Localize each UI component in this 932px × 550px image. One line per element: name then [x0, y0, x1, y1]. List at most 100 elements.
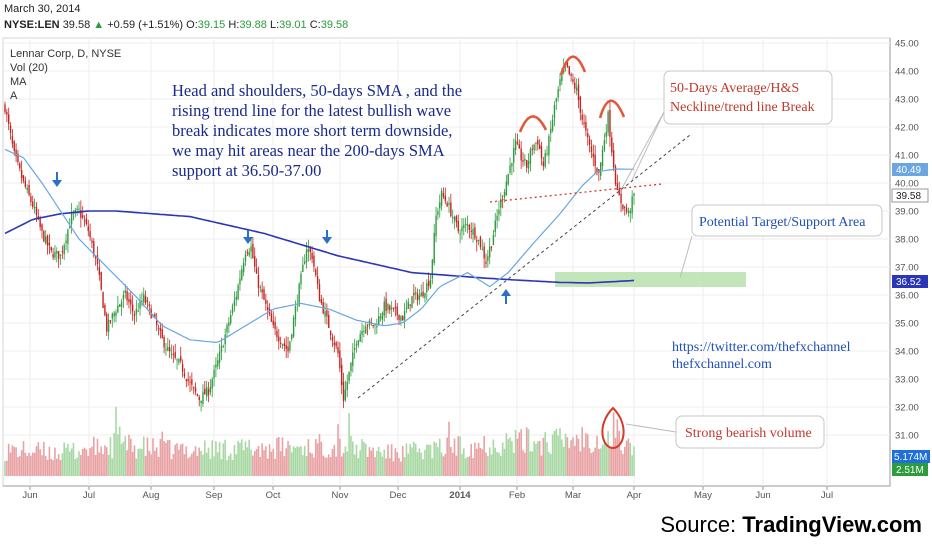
volume-bar: [311, 453, 313, 476]
volume-bar: [163, 441, 165, 476]
candle-body: [600, 162, 602, 176]
candle-body: [154, 314, 156, 318]
volume-bar: [549, 453, 552, 476]
candle-body: [426, 283, 428, 293]
ma-indicator-label: MA: [10, 76, 27, 88]
volume-bar: [411, 447, 413, 476]
candle-body: [474, 227, 476, 239]
candle-body: [587, 133, 589, 138]
candle-body: [500, 199, 502, 208]
candle-body: [189, 381, 191, 383]
candle-body: [366, 325, 369, 327]
volume-bar: [257, 445, 260, 476]
volume-bar: [183, 454, 186, 476]
candle-body: [6, 112, 8, 115]
volume-bar: [383, 449, 386, 476]
volume-bar: [105, 447, 108, 476]
volume-bar: [372, 447, 374, 476]
volume-bar: [303, 445, 306, 476]
time-tick-label: Jul: [83, 490, 95, 501]
volume-bar: [117, 434, 119, 476]
candle-body: [348, 371, 350, 382]
website-link[interactable]: thefxchannel.com: [672, 357, 772, 372]
candle-body: [41, 224, 43, 231]
volume-bar: [57, 454, 60, 476]
candle-body: [427, 280, 430, 287]
candle-body: [159, 328, 162, 331]
volume-bar: [492, 439, 495, 476]
volume-bar: [531, 451, 534, 476]
candle-body: [439, 202, 441, 209]
volume-bar: [575, 434, 578, 476]
candle-body: [39, 218, 41, 227]
twitter-link[interactable]: https://twitter.com/thefxchannel: [672, 340, 851, 355]
volume-bar: [104, 445, 106, 476]
candle-body: [50, 246, 52, 251]
time-tick-label: Dec: [390, 490, 407, 501]
candle-body: [476, 240, 478, 242]
candle-body: [131, 304, 134, 312]
candle-body: [52, 253, 54, 258]
time-tick-label: Jun: [755, 490, 770, 501]
volume-bar: [376, 450, 378, 476]
candle-body: [45, 236, 47, 244]
volume-bar: [61, 453, 64, 476]
volume-bar: [142, 436, 145, 476]
candle-body: [376, 325, 378, 328]
sma50-badge: 40.49: [892, 163, 928, 176]
candle-body: [531, 148, 533, 150]
candle-body: [170, 353, 173, 355]
volume-bar: [596, 435, 598, 476]
candle-body: [33, 207, 36, 209]
volume-bar: [96, 438, 99, 476]
volume-bar: [118, 426, 121, 476]
candle-body: [270, 313, 273, 322]
volume-bar: [148, 450, 151, 476]
candle-body: [318, 284, 321, 302]
candle-body: [535, 142, 537, 144]
candle-body: [122, 295, 125, 300]
volume-bar: [102, 454, 104, 476]
candle-body: [172, 354, 175, 356]
candle-body: [544, 153, 546, 167]
candle-body: [209, 387, 212, 393]
candle-body: [625, 208, 628, 212]
volume-bar: [233, 445, 236, 476]
volume-callout-box: [675, 415, 825, 449]
candle-body: [48, 242, 51, 246]
candle-body: [104, 304, 106, 316]
candle-body: [261, 289, 263, 293]
candle-body: [294, 306, 297, 320]
candle-body: [302, 264, 304, 273]
price-tick-label: 36.00: [895, 291, 919, 302]
time-tick-label: Sep: [206, 490, 223, 501]
candle-body: [279, 342, 282, 344]
volume-bar: [533, 441, 535, 476]
candle-body: [252, 243, 254, 258]
volume-bar: [176, 443, 178, 476]
volume-bar: [422, 459, 424, 476]
time-tick-label: Jun: [22, 490, 37, 501]
volume-bar: [448, 421, 450, 476]
volume-bar: [289, 445, 291, 476]
source-prefix: Source:: [660, 512, 743, 537]
volume-bar: [370, 450, 373, 476]
candle-body: [611, 137, 613, 153]
volume-bar: [265, 446, 267, 476]
candle-body: [413, 292, 415, 296]
candle-body: [429, 279, 432, 289]
candle-body: [498, 209, 500, 215]
volume-bar: [609, 448, 611, 476]
volume-bar: [122, 441, 125, 476]
volume-bar: [538, 440, 541, 476]
swing-arrow-icon: [322, 230, 332, 244]
volume-bar: [346, 451, 349, 476]
volume-bar: [313, 457, 315, 476]
candle-body: [527, 161, 530, 169]
symbol: NYSE:LEN: [4, 19, 60, 31]
volume-bar: [231, 459, 234, 476]
volume-bar: [603, 441, 606, 476]
volume-bar: [342, 452, 345, 476]
volume-bar: [535, 443, 537, 476]
volume-bar: [167, 440, 169, 476]
